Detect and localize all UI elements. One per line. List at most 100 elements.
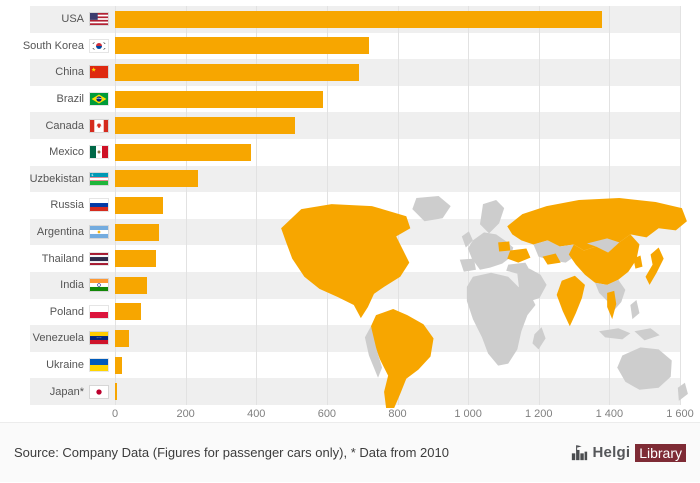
flag-icon-jp <box>90 385 108 398</box>
country-label: Argentina <box>36 226 84 239</box>
bar-ru <box>115 196 163 214</box>
bar-cell <box>115 325 680 352</box>
bar-cell <box>115 139 680 166</box>
bar-th <box>115 250 156 268</box>
bar-uz <box>115 170 198 188</box>
bar-cell <box>115 6 680 33</box>
x-axis-tick-label: 200 <box>176 408 195 420</box>
bar-cell <box>115 59 680 86</box>
x-axis-tick-label: 400 <box>247 408 266 420</box>
chart-row: Poland <box>30 299 680 326</box>
flag-icon-ua <box>90 359 108 372</box>
bar-ca <box>115 117 296 135</box>
country-label: Uzbekistan <box>29 172 84 185</box>
country-label: Japan* <box>49 385 84 398</box>
category-label-cell: Ukraine <box>30 359 115 372</box>
flag-icon-in <box>90 279 108 292</box>
country-label: South Korea <box>22 39 84 52</box>
flag-icon-ar <box>90 226 108 239</box>
bar-cn <box>115 63 359 81</box>
category-label-cell: China <box>30 66 115 79</box>
country-label: Ukraine <box>46 359 84 372</box>
bar-jp <box>115 383 117 401</box>
category-label-cell: India <box>30 279 115 292</box>
bar-cell <box>115 352 680 379</box>
bar-in <box>115 276 147 294</box>
category-label-cell: Brazil <box>30 93 115 106</box>
x-axis-tick-label: 1 600 <box>666 408 694 420</box>
bar-cell <box>115 112 680 139</box>
category-label-cell: Canada <box>30 119 115 132</box>
country-label: Brazil <box>56 93 84 106</box>
logo-text-library: Library <box>635 443 686 462</box>
flag-icon-th <box>90 252 108 265</box>
category-label-cell: South Korea <box>23 39 115 52</box>
bar-cell <box>115 245 680 272</box>
bar-cell <box>115 219 680 246</box>
category-label-cell: Thailand <box>30 252 115 265</box>
x-axis-tick-label: 1 400 <box>595 408 624 420</box>
bar-kr <box>115 37 370 55</box>
bar-cell <box>115 86 680 113</box>
helgi-library-logo[interactable]: Helgi Library <box>571 443 686 462</box>
flag-icon-ru <box>90 199 108 212</box>
x-axis-tick-label: 600 <box>317 408 337 420</box>
chart-row: South Korea <box>23 33 680 60</box>
gridline <box>680 6 681 405</box>
category-label-cell: Argentina <box>30 226 115 239</box>
flag-icon-uz <box>90 172 108 185</box>
flag-icon-pl <box>90 305 108 318</box>
chart-row: Russia <box>30 192 680 219</box>
logo-text-helgi: Helgi <box>592 444 631 461</box>
country-label: Mexico <box>49 146 84 159</box>
bar-us <box>115 10 603 28</box>
category-label-cell: Venezuela <box>30 332 115 345</box>
bar-cell <box>115 192 680 219</box>
country-label: Canada <box>45 119 84 132</box>
country-label: USA <box>61 13 84 26</box>
bar-ar <box>115 223 160 241</box>
chart-row: China <box>30 59 680 86</box>
country-label: Poland <box>49 305 84 318</box>
chart-rows: USA South Korea China Brazil Canada Mexico Uzb… <box>23 6 680 405</box>
chart-row: Thailand <box>30 245 680 272</box>
bar-ua <box>115 356 123 374</box>
bar-cell <box>115 299 680 326</box>
flag-icon-br <box>90 93 108 106</box>
bar-cell <box>115 272 680 299</box>
x-axis-tick-label: 1 200 <box>524 408 553 420</box>
x-axis-tick-label: 1 000 <box>454 408 482 420</box>
bar-pl <box>115 303 142 321</box>
bar-br <box>115 90 324 108</box>
chart-row: Japan* <box>30 378 680 405</box>
country-label: China <box>55 66 84 79</box>
chart-row: Uzbekistan <box>29 165 680 193</box>
bar-chart: USA South Korea China Brazil Canada Mexico Uzb… <box>22 6 694 420</box>
category-label-cell: USA <box>30 13 115 26</box>
category-label-cell: Uzbekistan <box>29 172 115 185</box>
flag-icon-ca <box>90 119 108 132</box>
source-note: Source: Company Data (Figures for passen… <box>14 445 449 460</box>
flag-icon-mx <box>90 146 108 159</box>
chart-row: USA <box>30 6 680 33</box>
bar-ve <box>115 329 130 347</box>
x-axis-tick-label: 0 <box>111 408 119 420</box>
bar-cell <box>115 166 680 193</box>
chart-row: Ukraine <box>30 352 680 379</box>
bar-cell <box>115 378 680 405</box>
chart-row: India <box>30 271 680 299</box>
category-label-cell: Russia <box>30 199 115 212</box>
bar-mx <box>115 143 251 161</box>
country-label: India <box>60 279 84 292</box>
flag-icon-ve <box>90 332 108 345</box>
flag-icon-cn <box>90 66 108 79</box>
flag-icon-us <box>90 13 108 26</box>
bar-cell <box>115 33 680 60</box>
library-building-icon <box>571 444 588 461</box>
category-label-cell: Poland <box>30 305 115 318</box>
chart-row: Argentina <box>30 218 680 246</box>
chart-row: Brazil <box>30 86 680 113</box>
category-label-cell: Japan* <box>30 385 115 398</box>
country-label: Thailand <box>41 252 84 265</box>
